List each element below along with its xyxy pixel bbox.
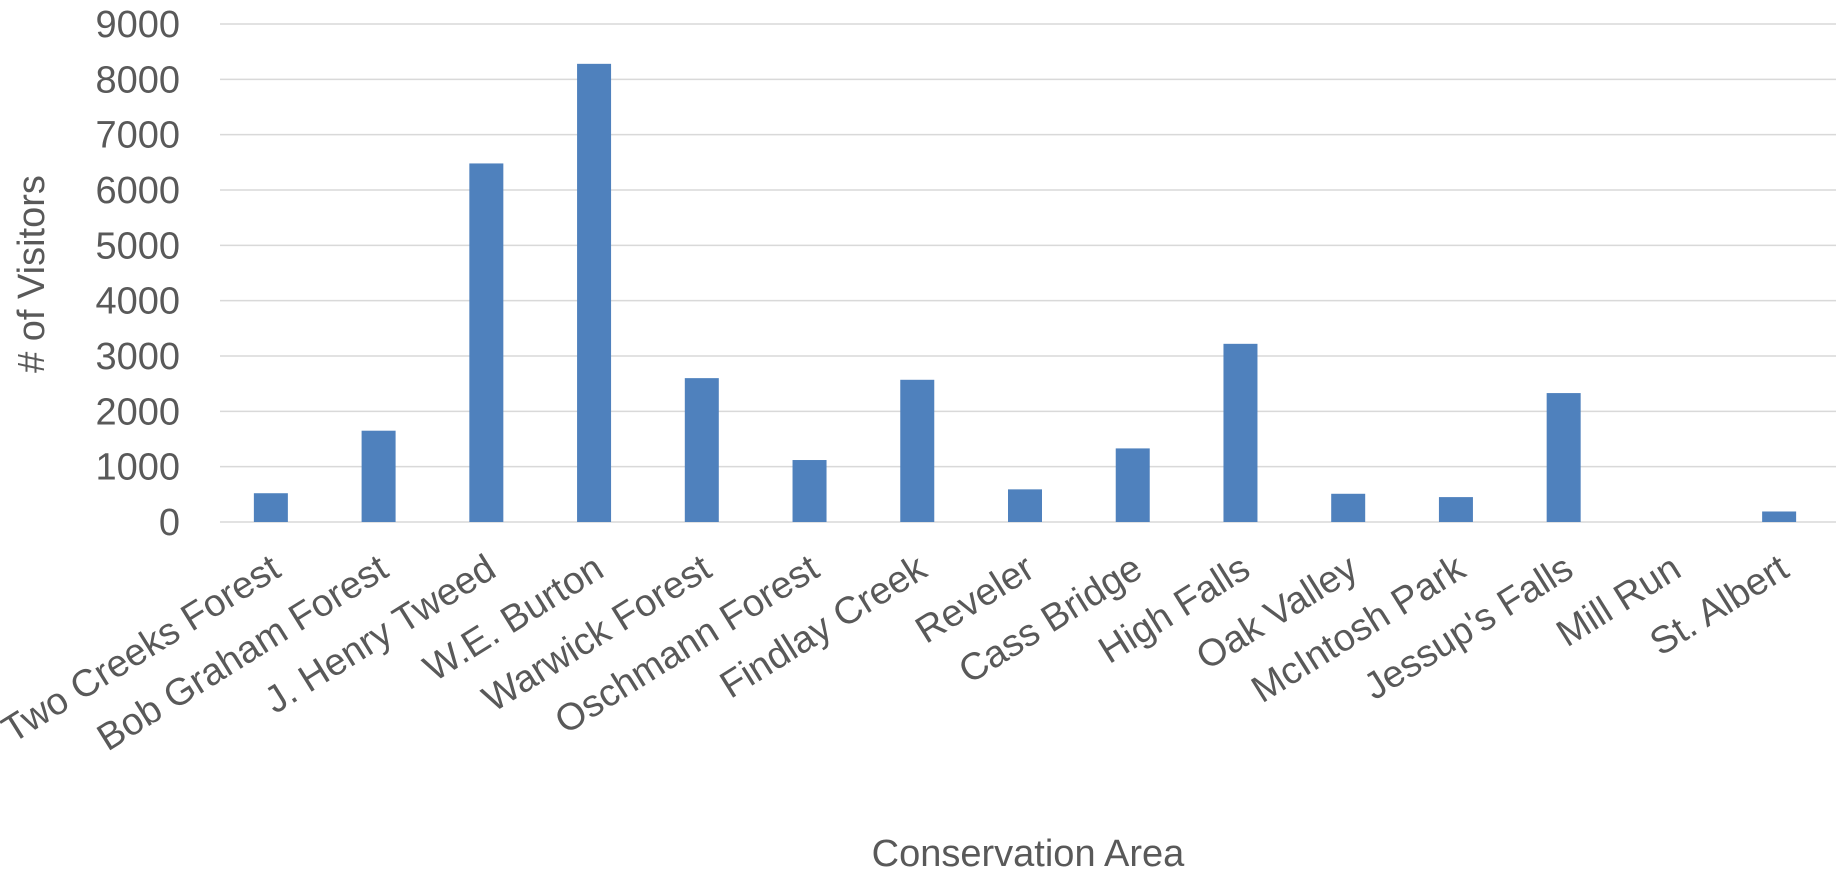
bar xyxy=(1223,343,1258,522)
bar xyxy=(1546,393,1581,522)
gridlines xyxy=(220,23,1836,523)
y-tick-label: 0 xyxy=(159,502,180,544)
bar xyxy=(469,163,504,522)
bar xyxy=(1115,448,1150,522)
y-tick-label: 8000 xyxy=(95,59,180,101)
bar xyxy=(1331,493,1366,522)
bars xyxy=(253,63,1797,523)
y-tick-label: 1000 xyxy=(95,447,180,489)
y-tick-label: 7000 xyxy=(95,115,180,157)
y-tick-label: 3000 xyxy=(95,336,180,378)
bar xyxy=(1438,497,1473,522)
y-tick-label: 5000 xyxy=(95,225,180,267)
bar xyxy=(253,493,288,522)
y-tick-label: 9000 xyxy=(95,4,180,46)
y-axis-title: # of Visitors xyxy=(11,175,53,373)
bar xyxy=(1762,511,1797,522)
bar xyxy=(1008,489,1042,522)
y-tick-label: 4000 xyxy=(95,281,180,323)
y-tick-label: 6000 xyxy=(95,170,180,212)
bar xyxy=(684,378,719,522)
bar xyxy=(792,460,827,522)
y-tick-label: 2000 xyxy=(95,391,180,433)
bar xyxy=(577,63,612,523)
bar xyxy=(900,379,935,522)
x-axis-title: Conservation Area xyxy=(872,833,1185,875)
bar xyxy=(361,430,396,522)
y-axis-ticks: 0 1000 2000 3000 4000 5000 6000 7000 8000 9000 xyxy=(95,4,180,544)
